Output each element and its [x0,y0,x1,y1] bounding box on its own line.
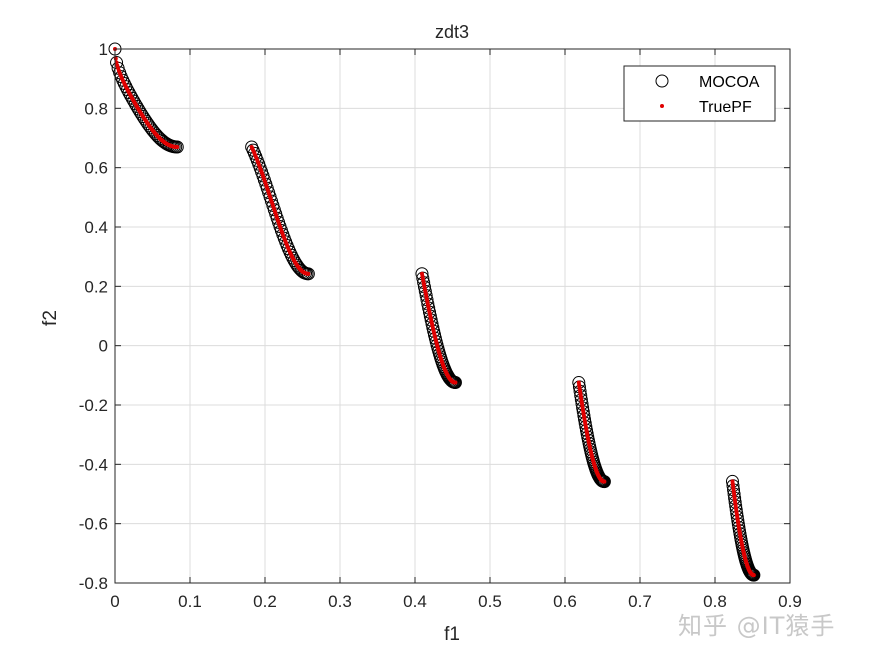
svg-text:0.3: 0.3 [328,592,352,611]
open-circle-marker-icon [655,74,669,88]
svg-text:1: 1 [99,40,108,59]
plot-area-border [114,48,791,584]
axis-ticks: 0 0.1 0.2 0.3 0.4 0.5 0.6 0.7 0.8 0.9 -0.8 -0.6 -0.4… [79,40,802,611]
legend-box [623,65,776,122]
red-dot-marker-icon [660,104,664,108]
data-points [108,42,761,582]
watermark: 知乎 @IT猿手 [678,612,836,640]
svg-text:0: 0 [110,592,119,611]
svg-text:-0.8: -0.8 [79,574,108,593]
svg-text:0.2: 0.2 [84,277,108,296]
svg-text:-0.6: -0.6 [79,515,108,534]
svg-text:0.8: 0.8 [84,99,108,118]
svg-text:0: 0 [99,337,108,356]
svg-text:0.4: 0.4 [403,592,427,611]
svg-text:0.4: 0.4 [84,218,108,237]
svg-text:0.6: 0.6 [84,159,108,178]
legend-item-truepf: TruePF [699,99,752,116]
legend: MOCOA TruePF [623,65,776,122]
y-axis-label: f2 [40,310,61,326]
svg-text:0.7: 0.7 [628,592,652,611]
legend-item-mocoa: MOCOA [699,74,760,91]
svg-text:0.6: 0.6 [553,592,577,611]
svg-text:-0.4: -0.4 [79,455,108,474]
svg-text:0.1: 0.1 [178,592,202,611]
svg-text:0.8: 0.8 [703,592,727,611]
x-axis-label: f1 [444,624,460,645]
svg-text:-0.2: -0.2 [79,396,108,415]
svg-text:0.2: 0.2 [253,592,277,611]
chart-title: zdt3 [435,22,469,42]
svg-text:0.5: 0.5 [478,592,502,611]
grid-lines [114,48,791,584]
svg-text:0.9: 0.9 [778,592,802,611]
